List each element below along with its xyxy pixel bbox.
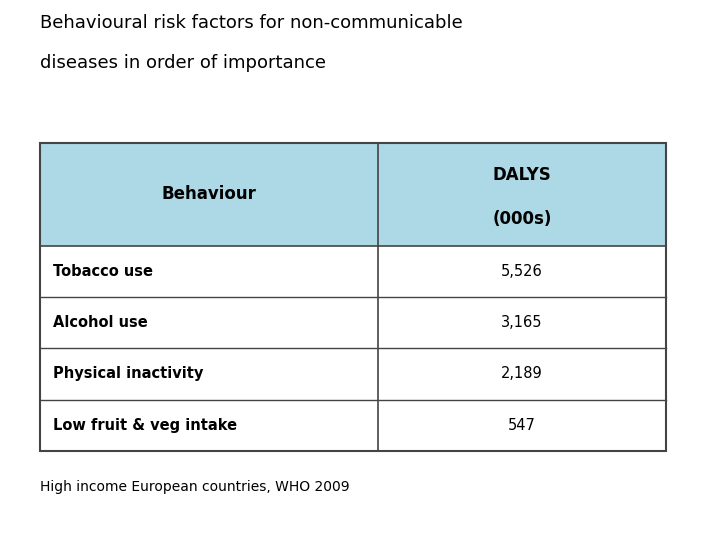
Text: Low fruit & veg intake: Low fruit & veg intake — [53, 418, 237, 433]
Bar — [40, 246, 666, 297]
Text: diseases in order of importance: diseases in order of importance — [40, 54, 325, 72]
Text: Alcohol use: Alcohol use — [53, 315, 148, 330]
Text: 5,526: 5,526 — [501, 264, 543, 279]
Text: High income European countries, WHO 2009: High income European countries, WHO 2009 — [40, 480, 349, 494]
Text: Behavioural risk factors for non-communicable: Behavioural risk factors for non-communi… — [40, 14, 462, 31]
Text: DALYS: DALYS — [492, 166, 552, 185]
Text: 547: 547 — [508, 418, 536, 433]
Text: Behaviour: Behaviour — [161, 185, 256, 204]
Bar — [40, 400, 666, 451]
Text: 2,189: 2,189 — [501, 367, 543, 381]
Text: Tobacco use: Tobacco use — [53, 264, 153, 279]
Text: (000s): (000s) — [492, 210, 552, 228]
Bar — [40, 297, 666, 348]
Text: 3,165: 3,165 — [501, 315, 543, 330]
Bar — [40, 348, 666, 400]
Text: Physical inactivity: Physical inactivity — [53, 367, 203, 381]
